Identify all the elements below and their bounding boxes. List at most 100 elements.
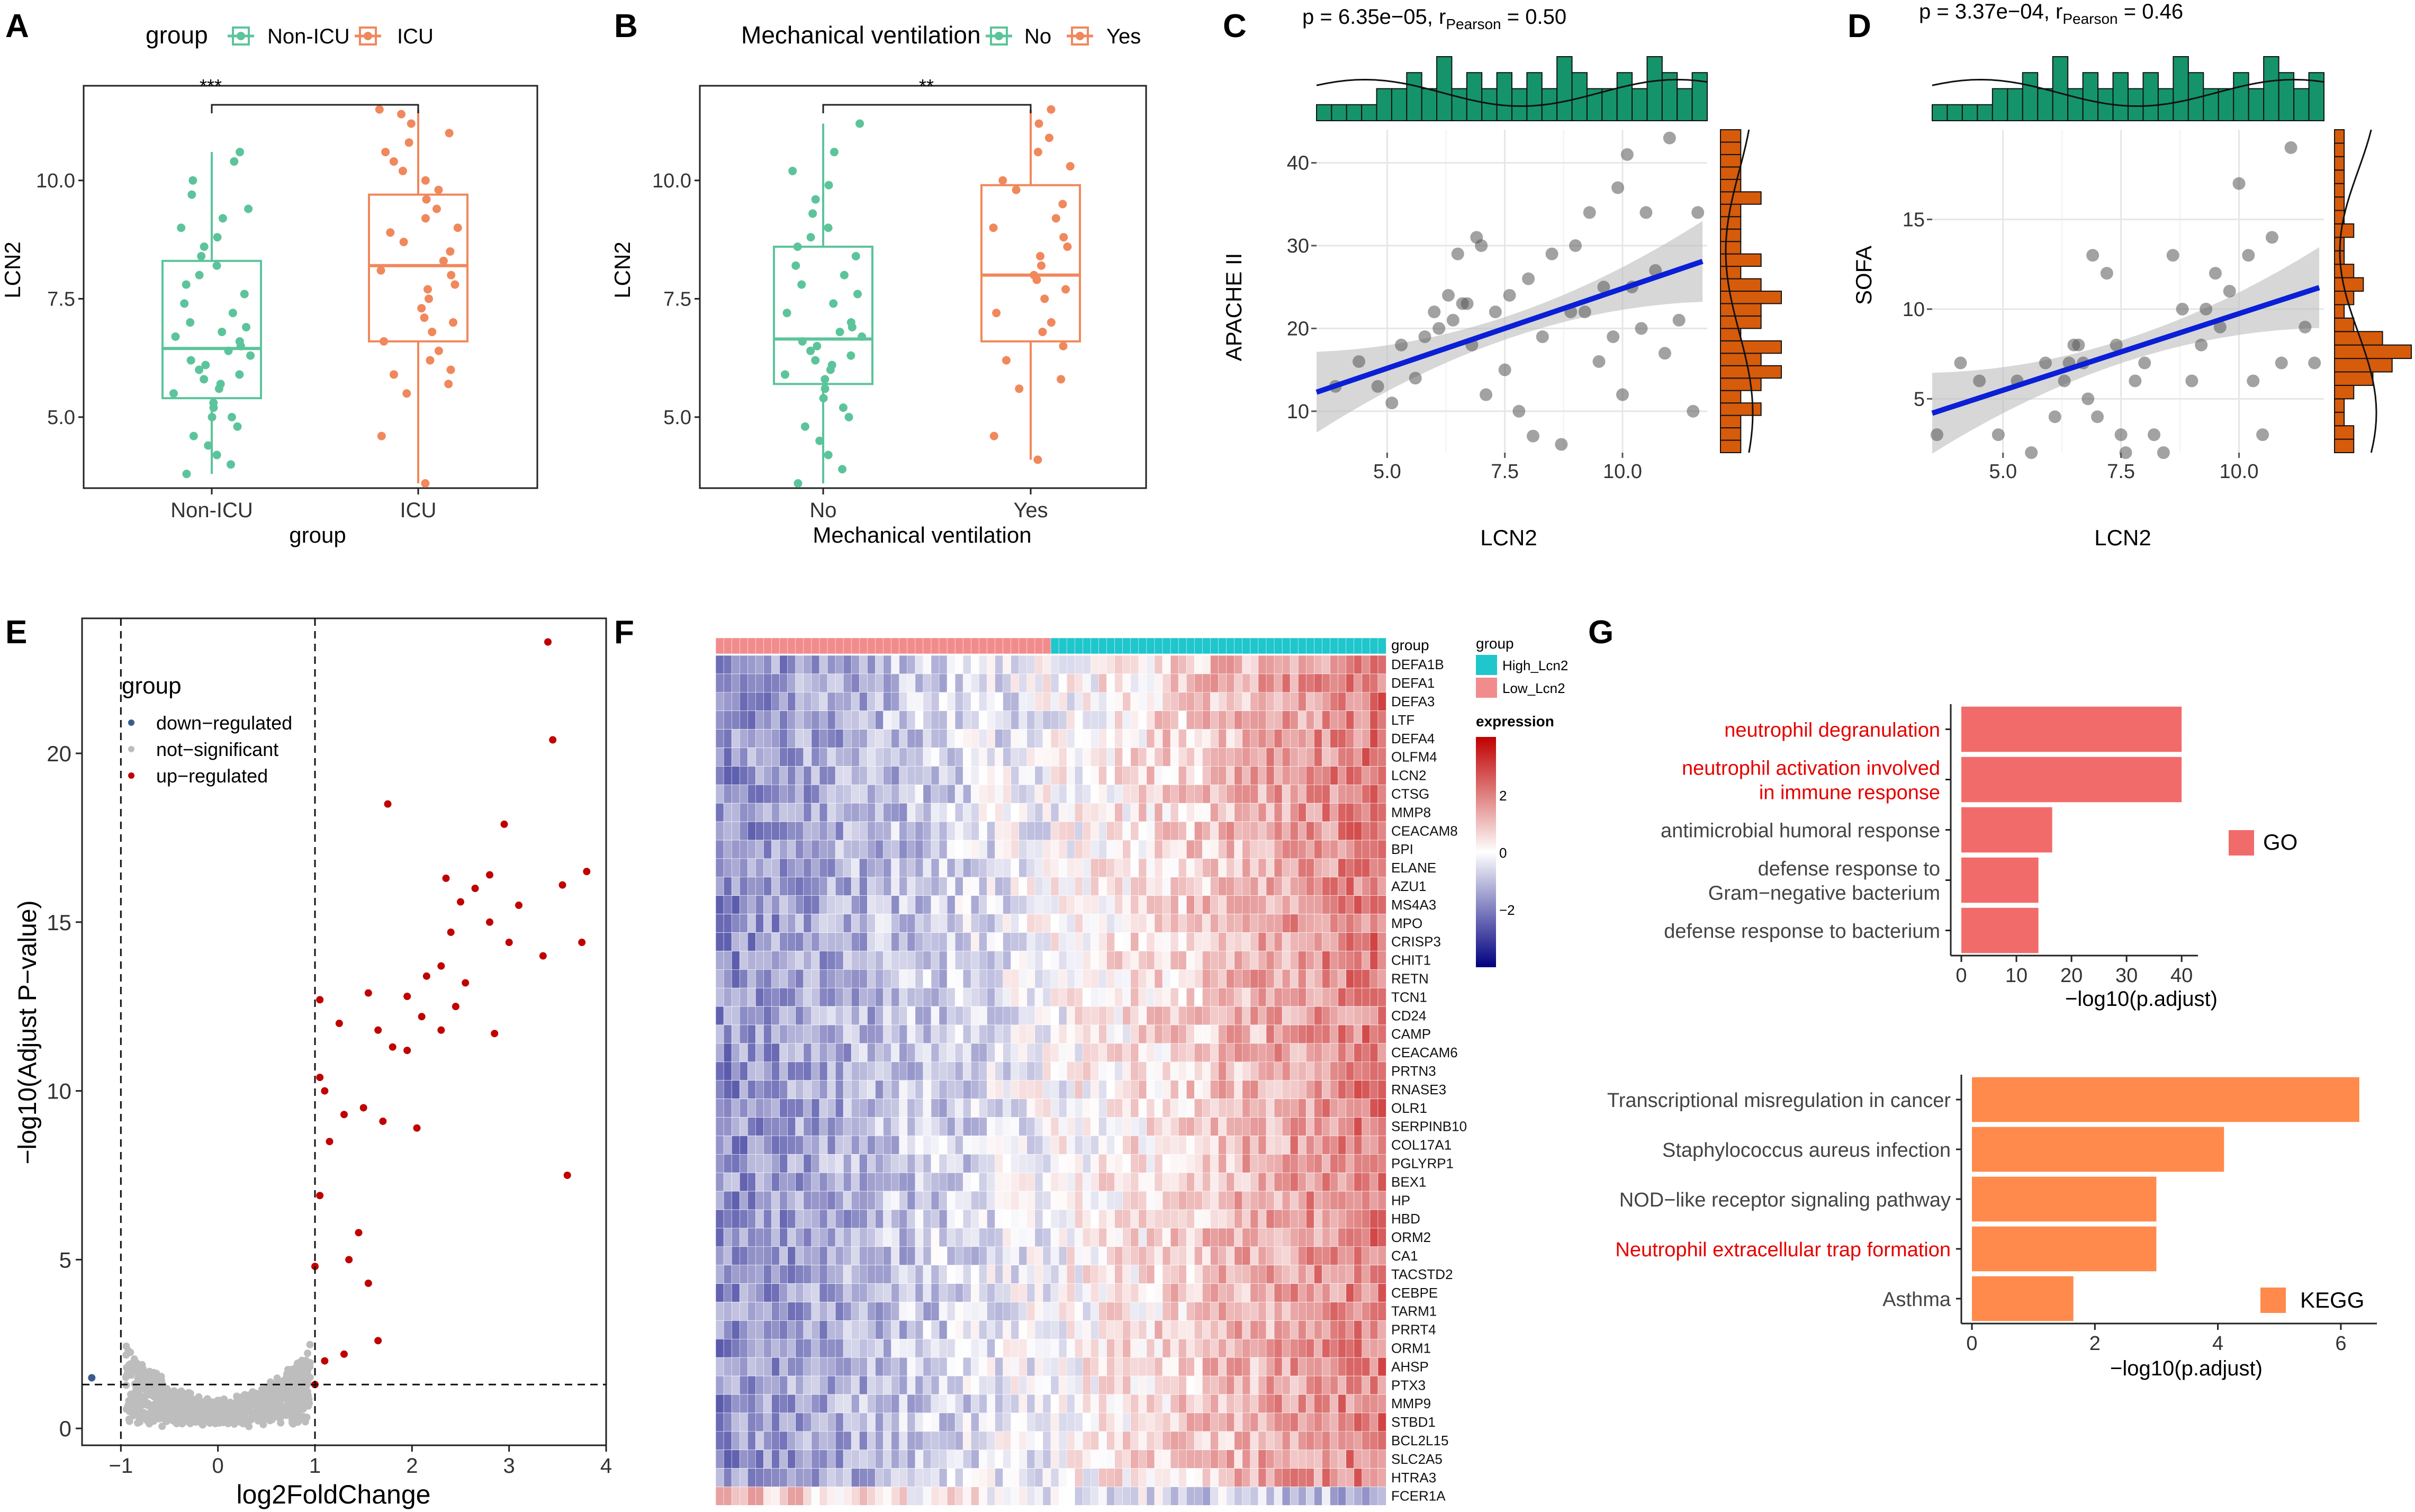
panel-f-cell bbox=[1098, 729, 1107, 748]
panel-f-cell bbox=[883, 1246, 892, 1266]
panel-b-point bbox=[794, 479, 803, 488]
panel-c-point bbox=[1475, 239, 1488, 252]
panel-f-cell bbox=[827, 710, 836, 730]
panel-f-cell bbox=[827, 895, 836, 914]
panel-b-point bbox=[1057, 375, 1066, 384]
panel-f-cell bbox=[931, 969, 940, 988]
panel-f-cell bbox=[1114, 1357, 1123, 1376]
panel-f-cell bbox=[859, 1339, 868, 1358]
panel-f-cell bbox=[795, 1136, 804, 1155]
panel-f-cell bbox=[835, 1154, 844, 1173]
panel-f-cell bbox=[1305, 803, 1315, 822]
panel-f-cell bbox=[1250, 766, 1259, 785]
panel-f-cell bbox=[1362, 840, 1371, 859]
panel-f-cell bbox=[851, 655, 860, 674]
panel-f-cell bbox=[755, 1228, 764, 1247]
panel-f-cell bbox=[1218, 710, 1227, 730]
panel-f-cell bbox=[1066, 785, 1076, 804]
panel-f-cell bbox=[851, 1357, 860, 1376]
panel-f-cell bbox=[731, 673, 741, 693]
panel-f-cell bbox=[763, 655, 772, 674]
panel-f-cell bbox=[1226, 1024, 1235, 1044]
panel-f-cell bbox=[891, 1043, 900, 1063]
panel-e-point-not-significant bbox=[275, 1405, 283, 1413]
panel-f-cell bbox=[1162, 1191, 1171, 1210]
panel-f-cell bbox=[1130, 858, 1139, 878]
panel-f-cell bbox=[1138, 951, 1147, 970]
panel-b-point bbox=[782, 309, 791, 318]
panel-f-cell bbox=[939, 785, 948, 804]
panel-f-cell bbox=[939, 1283, 948, 1302]
panel-b-point bbox=[839, 403, 848, 412]
panel-f-cell bbox=[1130, 1357, 1139, 1376]
panel-f-cell bbox=[875, 1006, 884, 1025]
panel-f-cell bbox=[1242, 710, 1251, 730]
panel-f-cell bbox=[1250, 932, 1259, 951]
panel-f-cell bbox=[731, 1357, 741, 1376]
panel-f-cell bbox=[947, 710, 956, 730]
panel-e-point-not-significant bbox=[136, 1392, 143, 1400]
panel-f-cell bbox=[1011, 785, 1020, 804]
panel-f-cell bbox=[907, 692, 916, 712]
panel-f-cell bbox=[859, 969, 868, 988]
panel-f-cell bbox=[1226, 932, 1235, 951]
panel-f-group-annotation-cell bbox=[1050, 637, 1059, 654]
panel-f-cell bbox=[1234, 914, 1243, 933]
panel-f-cell bbox=[723, 673, 732, 693]
panel-e-point-not-significant bbox=[250, 1409, 258, 1417]
panel-f-cell bbox=[954, 785, 964, 804]
panel-f-cell bbox=[875, 1117, 884, 1136]
panel-f-cell bbox=[1218, 803, 1227, 822]
panel-f-cell bbox=[1234, 1283, 1243, 1302]
panel-f-cell bbox=[851, 895, 860, 914]
panel-f-cell bbox=[1266, 1357, 1275, 1376]
panel-f-cell bbox=[1354, 1099, 1363, 1118]
panel-f-cell bbox=[939, 1172, 948, 1192]
panel-f-cell bbox=[1297, 748, 1307, 767]
panel-f-cell bbox=[1297, 729, 1307, 748]
panel-f-group-annotation-cell bbox=[1202, 637, 1211, 654]
panel-f-cell bbox=[779, 1080, 788, 1099]
panel-f-cell bbox=[931, 1136, 940, 1155]
panel-f-cell bbox=[1034, 914, 1043, 933]
panel-f-cell bbox=[1314, 1320, 1323, 1339]
panel-b-point bbox=[846, 351, 855, 360]
panel-f-group-annotation-cell bbox=[947, 637, 956, 654]
panel-f-cell bbox=[827, 858, 836, 878]
panel-f-cell bbox=[867, 877, 876, 896]
panel-f-cell bbox=[915, 1302, 924, 1321]
panel-f-cell bbox=[1369, 1061, 1378, 1081]
panel-f-cell bbox=[1290, 1265, 1299, 1284]
panel-f-cell bbox=[1242, 1302, 1251, 1321]
panel-f-cell bbox=[899, 673, 908, 693]
panel-f-cell bbox=[1186, 877, 1195, 896]
panel-f-cell bbox=[867, 803, 876, 822]
panel-f-cell bbox=[915, 895, 924, 914]
panel-f-cell bbox=[1330, 655, 1339, 674]
panel-f-cell bbox=[1290, 766, 1299, 785]
panel-f-cell bbox=[1122, 1099, 1131, 1118]
panel-f-group-annotation-cell bbox=[1242, 637, 1251, 654]
panel-c-right-hist-bar bbox=[1720, 129, 1742, 143]
panel-f-cell bbox=[803, 692, 812, 712]
panel-f-cell bbox=[1322, 914, 1331, 933]
panel-f-cell bbox=[1170, 1357, 1179, 1376]
panel-f-cell bbox=[1026, 1302, 1035, 1321]
panel-f-cell bbox=[923, 803, 932, 822]
panel-f-cell bbox=[1258, 914, 1267, 933]
panel-f-gene-label: DEFA4 bbox=[1391, 731, 1435, 746]
panel-f-cell bbox=[1034, 1172, 1043, 1192]
panel-f-cell bbox=[1234, 748, 1243, 767]
panel-f-cell bbox=[1266, 1024, 1275, 1044]
panel-e-point-up bbox=[316, 996, 324, 1004]
panel-f-cell bbox=[1130, 969, 1139, 988]
panel-f-cell bbox=[954, 1320, 964, 1339]
panel-f-group-annotation-cell bbox=[875, 637, 884, 654]
panel-f-cell bbox=[1106, 1080, 1115, 1099]
panel-f-cell bbox=[827, 785, 836, 804]
panel-f-cell bbox=[899, 803, 908, 822]
panel-f-cell bbox=[843, 766, 852, 785]
panel-f-cell bbox=[819, 785, 828, 804]
panel-f-cell bbox=[1170, 1375, 1179, 1395]
panel-f-cell bbox=[771, 987, 780, 1007]
